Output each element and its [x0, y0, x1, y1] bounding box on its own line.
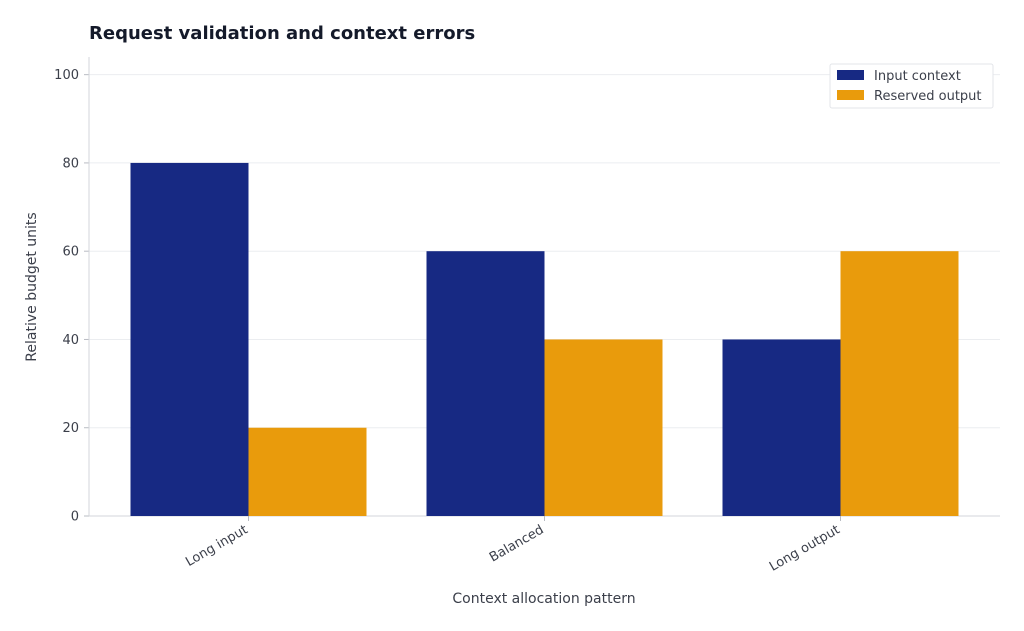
x-tick-label: Long output [767, 522, 842, 574]
x-tick-label: Balanced [487, 522, 547, 565]
y-tick-label: 80 [62, 156, 79, 171]
bar-input-context [722, 339, 841, 516]
x-tick-label: Long input [183, 522, 250, 570]
legend-swatch [837, 90, 864, 100]
legend-box [829, 63, 994, 109]
bar-input-context [130, 162, 249, 516]
legend-swatch [837, 70, 864, 80]
chart-title: Request validation and context errors [89, 23, 475, 44]
bar-reserved-output [544, 339, 663, 516]
legend: Input context Reserved output [829, 63, 994, 109]
y-axis-title: Relative budget units [24, 212, 40, 361]
y-tick-label: 20 [62, 421, 79, 436]
legend-label: Input context [874, 69, 961, 84]
y-tick-label: 60 [62, 245, 79, 260]
legend-label: Reserved output [874, 89, 982, 104]
y-tick-labels: 0 20 40 60 80 100 [54, 68, 79, 524]
x-axis-title: Context allocation pattern [452, 591, 635, 607]
bar-input-context [426, 251, 545, 516]
y-tick-label: 40 [62, 333, 79, 348]
y-tick-label: 100 [54, 68, 79, 83]
bars [130, 162, 959, 516]
x-tick-labels: Long input Balanced Long output [183, 522, 842, 574]
y-tick-label: 0 [71, 510, 79, 525]
bar-reserved-output [840, 251, 959, 516]
bar-reserved-output [248, 427, 367, 516]
